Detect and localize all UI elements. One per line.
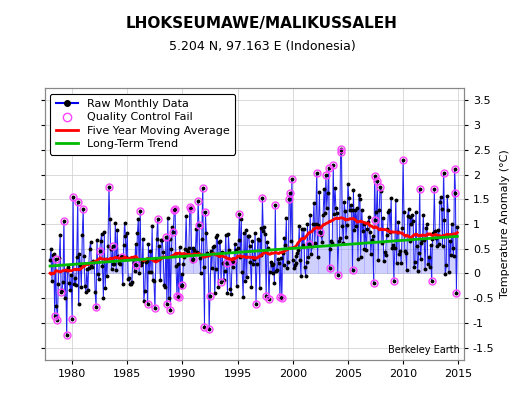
Legend: Raw Monthly Data, Quality Control Fail, Five Year Moving Average, Long-Term Tren: Raw Monthly Data, Quality Control Fail, …	[50, 94, 235, 155]
Text: LHOKSEUMAWE/MALIKUSSALEH: LHOKSEUMAWE/MALIKUSSALEH	[126, 16, 398, 31]
Text: 5.204 N, 97.163 E (Indonesia): 5.204 N, 97.163 E (Indonesia)	[169, 40, 355, 53]
Text: Berkeley Earth: Berkeley Earth	[388, 344, 460, 354]
Y-axis label: Temperature Anomaly (°C): Temperature Anomaly (°C)	[500, 150, 510, 298]
